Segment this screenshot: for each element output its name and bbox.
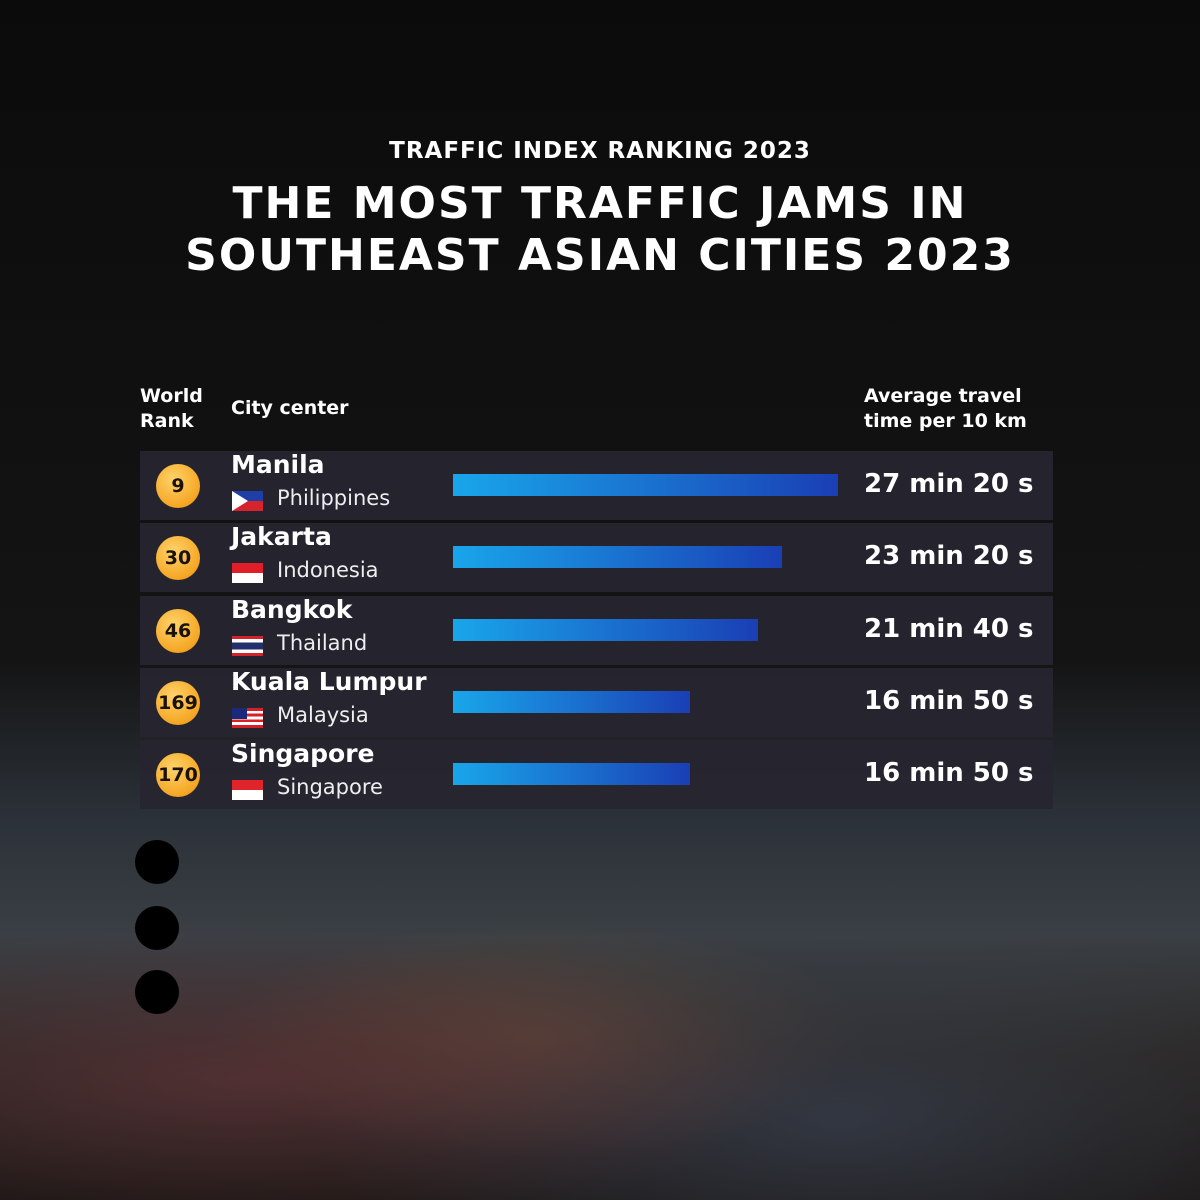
country-name: Singapore xyxy=(277,775,383,800)
flag-icon xyxy=(232,491,263,511)
city-name: Manila xyxy=(231,450,325,479)
rank-badge: 46 xyxy=(156,608,200,653)
flag-icon xyxy=(232,707,263,728)
rank-badge: 169 xyxy=(156,680,200,725)
bar xyxy=(453,690,691,713)
country-name: Philippines xyxy=(277,486,391,510)
value-label: 21 min 40 s xyxy=(864,613,1034,644)
city-name: Singapore xyxy=(231,739,375,769)
rank-badge: 170 xyxy=(156,753,200,798)
title: THE MOST TRAFFIC JAMS IN SOUTHEAST ASIAN… xyxy=(185,178,1015,281)
country-name: Indonesia xyxy=(277,558,379,583)
value-label: 16 min 50 s xyxy=(864,758,1034,789)
value-label: 23 min 20 s xyxy=(864,541,1034,572)
city-name: Bangkok xyxy=(231,594,353,624)
decor-dot xyxy=(135,970,179,1014)
country-name: Malaysia xyxy=(277,702,369,727)
decor-dot xyxy=(135,906,179,950)
flag-icon xyxy=(232,635,263,656)
rank-badge: 30 xyxy=(156,536,200,581)
rank-badge: 9 xyxy=(156,464,200,508)
rank-header: World Rank xyxy=(140,385,203,432)
bar xyxy=(453,546,782,569)
bar xyxy=(453,618,759,641)
flag-icon xyxy=(232,563,263,584)
country-name: Thailand xyxy=(277,630,368,655)
city-name: Kuala Lumpur xyxy=(231,666,427,696)
flag-icon xyxy=(232,780,263,801)
city-name: Jakarta xyxy=(231,522,332,552)
decor-dot xyxy=(135,840,179,884)
photo-backdrop xyxy=(0,800,1200,1200)
value-header: Average travel time per 10 km xyxy=(864,385,1027,432)
bar xyxy=(453,474,838,496)
bar xyxy=(453,763,691,786)
city-header: City center xyxy=(231,397,349,419)
subtitle: TRAFFIC INDEX RANKING 2023 xyxy=(389,138,811,164)
value-label: 27 min 20 s xyxy=(864,469,1034,499)
value-label: 16 min 50 s xyxy=(864,685,1034,716)
